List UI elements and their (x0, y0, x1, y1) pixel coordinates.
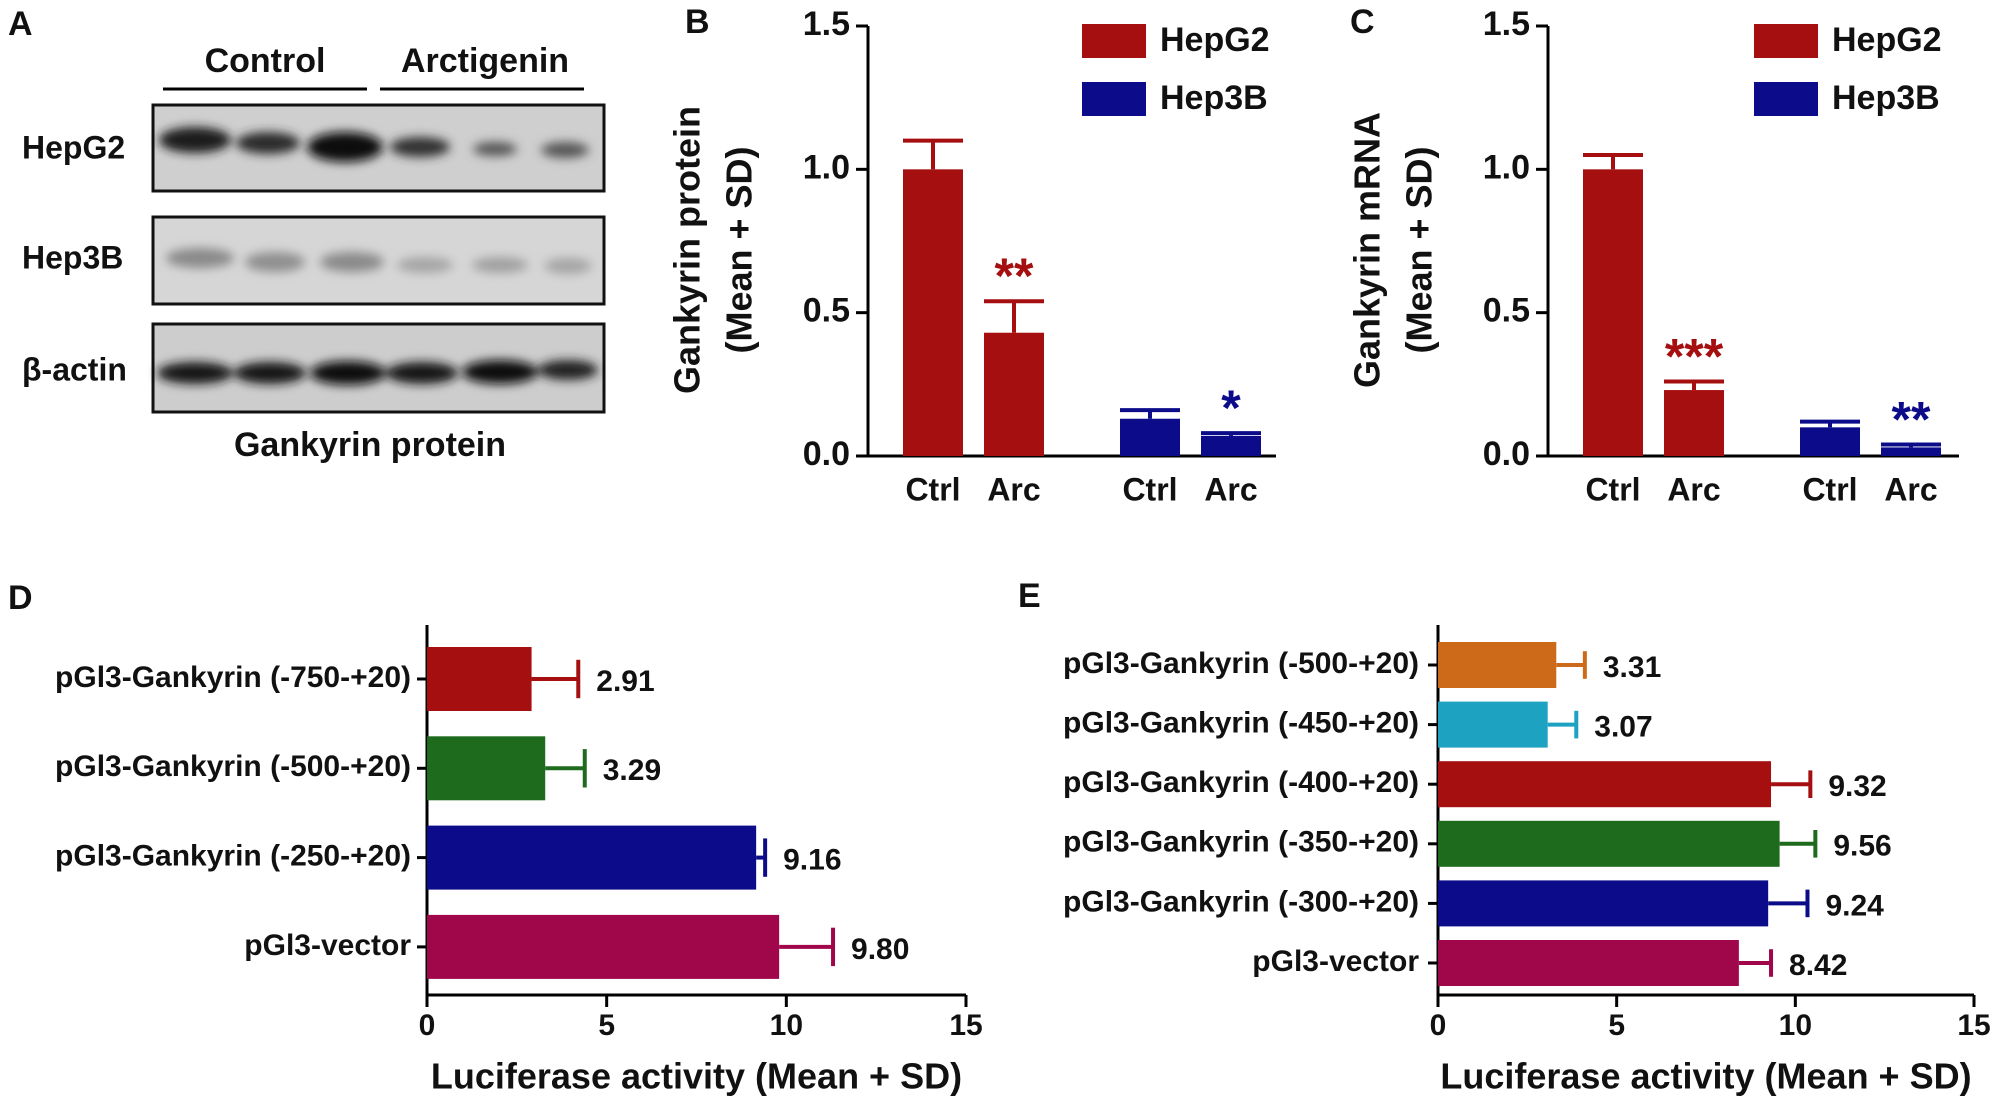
bar (1438, 820, 1780, 867)
category-label: pGl3-Gankyrin (-250-+20) (55, 840, 411, 873)
x-tick-label: Ctrl (905, 471, 960, 507)
significance: ** (1892, 392, 1931, 448)
panel-label: C (1350, 3, 1375, 41)
group-label: Control (205, 42, 326, 80)
value-label: 9.24 (1825, 889, 1884, 922)
value-label: 8.42 (1789, 949, 1847, 982)
bar (1201, 435, 1261, 456)
bar (1881, 447, 1941, 456)
x-tick-label: 15 (949, 1009, 982, 1042)
panel-label: A (8, 5, 33, 43)
group-label: Arctigenin (401, 42, 569, 80)
x-tick-label: Ctrl (1802, 471, 1857, 507)
x-tick-label: 0 (1430, 1009, 1447, 1042)
category-label: pGl3-Gankyrin (-300-+20) (1063, 885, 1419, 918)
y-tick-label: 0.5 (1483, 292, 1530, 330)
row-label: HepG2 (22, 129, 125, 165)
legend-label: Hep3B (1832, 79, 1940, 117)
legend-label: HepG2 (1160, 21, 1270, 59)
y-tick-label: 0.0 (803, 435, 850, 473)
legend-swatch (1082, 24, 1146, 58)
bar (1438, 880, 1769, 927)
x-tick-label: 0 (419, 1009, 436, 1042)
value-label: 3.07 (1594, 711, 1652, 744)
x-tick-label: 5 (1608, 1009, 1625, 1042)
y-tick-label: 1.0 (1483, 148, 1530, 186)
value-label: 3.29 (603, 754, 661, 787)
bar (903, 169, 963, 457)
y-tick-label: 1.0 (803, 148, 850, 186)
x-tick-label: Ctrl (1122, 471, 1177, 507)
significance: ** (995, 248, 1034, 304)
bar (427, 647, 532, 711)
significance: * (1221, 380, 1241, 436)
value-label: 9.56 (1833, 830, 1891, 863)
x-tick-label: Arc (1204, 471, 1257, 507)
blot-panel: A Control Arctigenin HepG2 Hep3B β-actin (8, 5, 606, 464)
bar (984, 332, 1044, 456)
x-tick-label: 10 (1779, 1009, 1812, 1042)
category-label: pGl3-Gankyrin (-500-+20) (55, 750, 411, 783)
blot-caption: Gankyrin protein (234, 426, 506, 464)
bar (1438, 940, 1739, 986)
category-label: pGl3-vector (1252, 945, 1419, 978)
x-tick-label: 15 (1957, 1009, 1990, 1042)
category-label: pGl3-Gankyrin (-400-+20) (1063, 766, 1419, 799)
y-tick-label: 1.5 (1483, 5, 1530, 43)
y-axis-label: (Mean + SD) (1399, 146, 1440, 353)
value-label: 9.80 (851, 933, 909, 966)
bar (1438, 761, 1772, 808)
y-axis-label: Gankyrin protein (667, 106, 708, 394)
x-tick-label: Arc (1667, 471, 1720, 507)
bar (1438, 701, 1548, 748)
x-axis-label: Luciferase activity (Mean + SD) (1440, 1056, 1971, 1097)
x-tick-label: Arc (1884, 471, 1937, 507)
bar (1120, 418, 1180, 456)
x-tick-label: Arc (987, 471, 1040, 507)
category-label: pGl3-Gankyrin (-750-+20) (55, 661, 411, 694)
bar (1438, 642, 1557, 688)
legend-swatch (1754, 82, 1818, 116)
legend-swatch (1754, 24, 1818, 58)
legend-label: HepG2 (1832, 21, 1942, 59)
x-tick-label: 5 (598, 1009, 615, 1042)
category-label: pGl3-Gankyrin (-500-+20) (1063, 647, 1419, 680)
x-tick-label: 10 (770, 1009, 803, 1042)
bar (427, 825, 757, 890)
bar (1664, 390, 1724, 456)
y-tick-label: 0.0 (1483, 435, 1530, 473)
legend-label: Hep3B (1160, 79, 1268, 117)
row-label: β-actin (22, 351, 127, 387)
y-axis-label: (Mean + SD) (719, 146, 760, 353)
value-label: 9.16 (783, 844, 841, 877)
panel-label: B (685, 3, 710, 41)
category-label: pGl3-Gankyrin (-350-+20) (1063, 826, 1419, 859)
bar (1800, 427, 1860, 456)
y-tick-label: 1.5 (803, 5, 850, 43)
bar (427, 914, 780, 979)
value-label: 2.91 (596, 665, 654, 698)
panel-label: E (1018, 577, 1041, 615)
bar (1583, 169, 1643, 457)
panel-label: D (8, 579, 33, 617)
significance: *** (1665, 328, 1724, 384)
x-axis-label: Luciferase activity (Mean + SD) (431, 1056, 962, 1097)
value-label: 3.31 (1603, 651, 1661, 684)
category-label: pGl3-Gankyrin (-450-+20) (1063, 707, 1419, 740)
y-axis-label: Gankyrin mRNA (1347, 112, 1388, 388)
value-label: 9.32 (1828, 770, 1886, 803)
legend-swatch (1082, 82, 1146, 116)
y-tick-label: 0.5 (803, 292, 850, 330)
bar (427, 736, 546, 801)
bands (157, 127, 598, 385)
x-tick-label: Ctrl (1585, 471, 1640, 507)
category-label: pGl3-vector (244, 929, 411, 962)
row-label: Hep3B (22, 239, 123, 275)
